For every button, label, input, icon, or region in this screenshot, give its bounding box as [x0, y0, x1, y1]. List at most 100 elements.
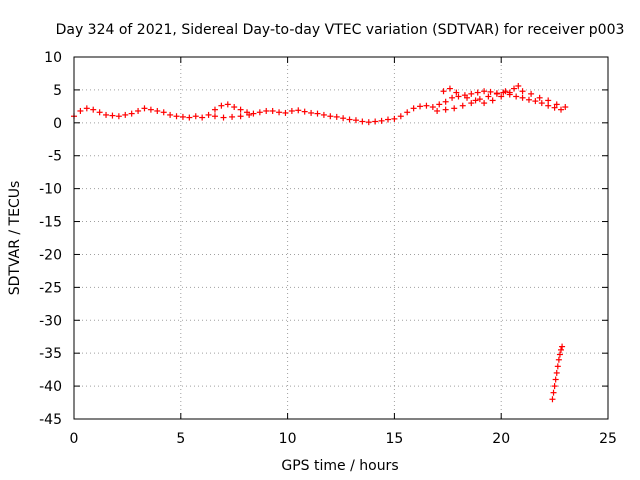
data-points [71, 82, 569, 403]
data-point [256, 109, 263, 116]
y-axis-label: SDTVAR / TECUs [7, 181, 23, 296]
data-point [160, 109, 167, 116]
data-point [519, 88, 526, 95]
data-point [429, 104, 436, 111]
data-point [352, 117, 359, 124]
data-point [442, 98, 449, 105]
data-point [211, 113, 218, 120]
data-point [558, 346, 565, 353]
data-point [391, 115, 398, 122]
data-point [147, 106, 154, 113]
data-point [384, 116, 391, 123]
data-point [103, 111, 110, 118]
data-point [552, 376, 559, 383]
data-point [556, 351, 563, 358]
grid-layer [74, 57, 608, 419]
data-point [472, 97, 479, 104]
data-point [141, 105, 148, 112]
data-point [109, 112, 116, 119]
data-point [545, 102, 552, 109]
data-point [333, 113, 340, 120]
x-tick-label: 10 [279, 431, 297, 447]
data-point [192, 113, 199, 120]
data-point [525, 96, 532, 103]
y-tick-label: 0 [53, 116, 62, 132]
data-point [453, 89, 460, 96]
data-point [493, 90, 500, 97]
x-tick-label: 5 [176, 431, 185, 447]
data-point [167, 111, 174, 118]
data-point [320, 111, 327, 118]
data-point [211, 106, 218, 113]
data-point [308, 109, 315, 116]
data-point [417, 103, 424, 110]
data-point [340, 115, 347, 122]
data-point [301, 108, 308, 115]
data-point [83, 105, 90, 112]
y-tick-label: -45 [39, 412, 62, 428]
x-tick-label: 25 [599, 431, 617, 447]
data-point [511, 85, 518, 92]
x-tick-label: 15 [385, 431, 403, 447]
data-point [455, 93, 462, 100]
data-point [250, 110, 257, 117]
data-point [365, 119, 372, 126]
data-point [474, 89, 481, 96]
data-point [372, 118, 379, 125]
data-point [229, 113, 236, 120]
data-point [288, 107, 295, 114]
data-point [135, 107, 142, 114]
data-point [434, 107, 441, 114]
data-point [346, 116, 353, 123]
tick-layer: 0 5 10 15 20 25 10 5 0 -5 -10 -15 -20 -25 -30 -35 -40 -45 [39, 50, 617, 447]
data-point [468, 90, 475, 97]
data-point [476, 96, 483, 103]
data-point [436, 101, 443, 108]
data-point [513, 93, 520, 100]
data-point [506, 89, 513, 96]
data-point [551, 104, 558, 111]
data-point [449, 94, 456, 101]
data-point [231, 104, 238, 111]
data-point [96, 109, 103, 116]
data-point [528, 90, 535, 97]
data-point [442, 106, 449, 113]
data-point [218, 102, 225, 109]
data-point [115, 113, 122, 120]
data-point [237, 106, 244, 113]
data-point [128, 110, 135, 117]
y-tick-label: 10 [44, 50, 62, 66]
data-point [263, 107, 270, 114]
y-tick-label: -10 [39, 182, 62, 198]
plot-frame [73, 56, 609, 420]
data-point [498, 93, 505, 100]
data-point [276, 109, 283, 116]
data-point [410, 105, 417, 112]
y-tick-label: -5 [48, 149, 62, 165]
data-point [489, 97, 496, 104]
data-point [154, 107, 161, 114]
data-point [327, 113, 334, 120]
data-point [199, 114, 206, 121]
data-point [440, 88, 447, 95]
data-point [481, 100, 488, 107]
data-point [404, 109, 411, 116]
data-point [536, 94, 543, 101]
data-point [485, 93, 492, 100]
x-axis-label: GPS time / hours [281, 458, 398, 474]
data-point [423, 102, 430, 109]
data-point [502, 88, 509, 95]
data-point [282, 109, 289, 116]
data-point [314, 110, 321, 117]
y-tick-label: -25 [39, 280, 62, 296]
data-point [173, 113, 180, 120]
y-tick-label: -40 [39, 379, 62, 395]
data-point [186, 114, 193, 121]
data-point [464, 94, 471, 101]
data-point [562, 104, 569, 111]
data-point [446, 85, 453, 92]
data-point [359, 118, 366, 125]
data-point [551, 383, 558, 390]
data-point [538, 100, 545, 107]
